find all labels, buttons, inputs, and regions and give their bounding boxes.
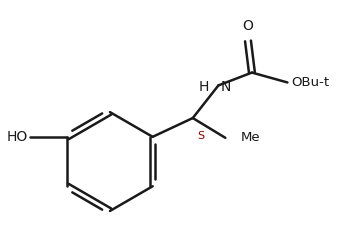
Text: O: O	[243, 19, 254, 33]
Text: S: S	[197, 131, 204, 141]
Text: H: H	[198, 80, 208, 94]
Text: HO: HO	[7, 130, 28, 144]
Text: OBu-t: OBu-t	[292, 76, 329, 89]
Text: N: N	[220, 80, 231, 94]
Text: Me: Me	[241, 131, 261, 144]
